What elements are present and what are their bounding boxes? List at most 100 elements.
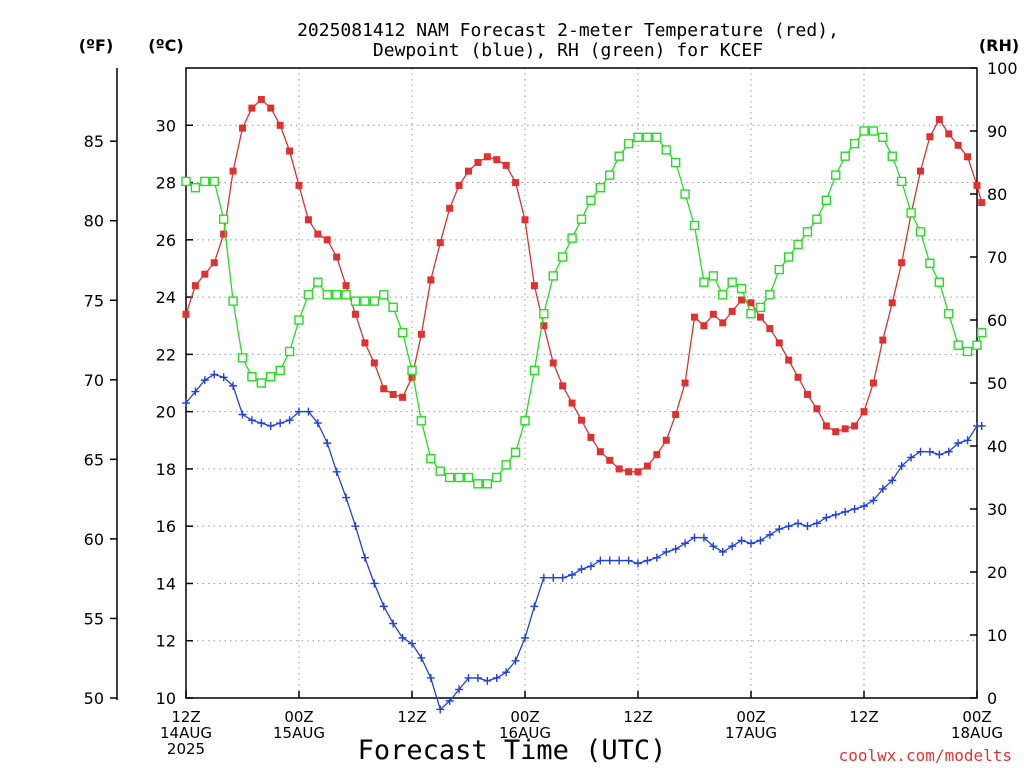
dewpoint-point <box>558 573 567 582</box>
rh-point <box>906 208 916 218</box>
dewpoint-point <box>304 407 313 416</box>
celsius-tick-label: 10 <box>156 689 176 708</box>
rh-point <box>360 296 370 306</box>
temperature-point <box>596 448 604 456</box>
time-tick-label: 00Z <box>284 708 313 726</box>
dewpoint-point <box>521 633 529 642</box>
dewpoint-point <box>549 573 558 582</box>
rh-point <box>313 277 323 287</box>
temperature-point <box>662 436 670 444</box>
temperature-point <box>832 428 840 436</box>
dewpoint-point <box>728 542 737 551</box>
temperature-point <box>210 259 218 267</box>
dewpoint-point <box>671 545 680 554</box>
temperature-point <box>747 299 755 307</box>
dewpoint-point <box>502 668 511 677</box>
temperature-point <box>653 451 661 459</box>
temperature-point <box>813 405 821 413</box>
rh-point <box>736 283 747 294</box>
dewpoint-point <box>238 410 247 419</box>
temperature-point <box>201 270 209 278</box>
rh-point <box>275 365 285 376</box>
temperature-point <box>841 425 849 433</box>
dewpoint-point <box>389 619 398 628</box>
temperature-point <box>898 259 906 267</box>
dewpoint-point <box>266 421 275 430</box>
dewpoint-point <box>417 653 426 662</box>
dewpoint-point <box>539 573 548 582</box>
dewpoint-point <box>681 539 690 548</box>
temperature-point <box>917 167 924 175</box>
temperature-point <box>427 276 435 284</box>
temperature-point <box>775 339 783 347</box>
temperature-point <box>295 181 303 189</box>
rh-point <box>256 378 267 388</box>
dewpoint-point <box>586 562 595 571</box>
temperature-point <box>389 390 397 398</box>
dewpoint-point <box>247 416 256 425</box>
dewpoint-point <box>492 673 501 682</box>
rh-point <box>482 479 493 489</box>
rh-point <box>831 170 841 180</box>
fahrenheit-unit-label: (ºF) <box>79 36 114 55</box>
temperature-point <box>926 133 934 141</box>
dewpoint-point <box>643 556 652 565</box>
rh-point <box>623 138 634 149</box>
rh-point <box>218 214 229 224</box>
plot-frame <box>185 67 978 699</box>
temperature-point <box>756 313 764 321</box>
series-rh <box>181 126 987 489</box>
rh-point <box>699 277 709 287</box>
time-tick-label: 12Z <box>171 708 200 726</box>
rh-tick-label: 80 <box>987 185 1007 204</box>
rh-point <box>567 233 577 243</box>
rh-point <box>605 170 615 180</box>
dewpoint-point <box>822 513 831 522</box>
temperature-point <box>493 156 501 164</box>
dewpoint-point <box>860 502 868 511</box>
rh-point <box>614 151 624 161</box>
dewpoint-point <box>803 522 812 531</box>
time-tick-label: 12Z <box>849 708 878 726</box>
rh-point <box>953 340 963 350</box>
temperature-point <box>333 253 341 261</box>
temperature-point <box>851 422 859 430</box>
rh-point <box>529 365 540 376</box>
dewpoint-point <box>455 685 464 694</box>
temperature-point <box>738 296 746 304</box>
rh-point <box>878 132 888 143</box>
time-tick-label: 12Z <box>623 708 652 726</box>
dewpoint-point <box>483 676 492 685</box>
rh-point <box>444 472 455 483</box>
chart-title-line1: 2025081412 NAM Forecast 2-meter Temperat… <box>297 20 839 41</box>
dewpoint-point <box>596 556 605 565</box>
temperature-point <box>530 282 538 290</box>
rh-point <box>181 176 191 187</box>
fahrenheit-tick-label: 80 <box>84 212 104 231</box>
dewpoint-point <box>464 673 473 682</box>
dewpoint-point <box>436 705 445 714</box>
rh-point <box>510 447 521 457</box>
dewpoint-point <box>615 556 624 565</box>
rh-point <box>746 309 756 319</box>
celsius-tick-label: 22 <box>156 345 176 364</box>
dewpoint-point <box>897 462 906 471</box>
temperature-point <box>191 282 199 290</box>
rh-point <box>501 460 511 470</box>
rh-point <box>977 327 987 338</box>
rh-point <box>708 271 719 281</box>
temperature-point <box>229 167 237 175</box>
rh-point <box>595 182 606 193</box>
rh-point <box>689 220 700 231</box>
rh-point <box>350 296 361 306</box>
temperature-point <box>502 161 510 169</box>
dewpoint-point <box>295 407 303 416</box>
time-tick-label: 00Z <box>962 708 991 726</box>
dewpoint-point <box>210 370 219 379</box>
rh-axis: 0 10 20 30 40 50 60 70 80 90 100 <box>970 59 1018 708</box>
rh-point <box>680 189 690 199</box>
temperature-point <box>521 216 529 224</box>
rh-point <box>727 277 737 287</box>
dewpoint-point <box>869 496 878 505</box>
